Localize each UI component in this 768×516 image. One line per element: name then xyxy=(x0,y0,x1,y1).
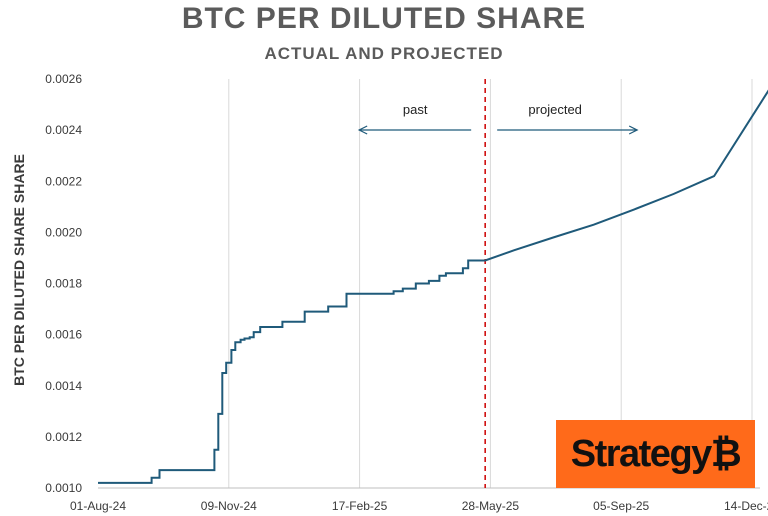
y-axis-ticks: 0.0010 0.0012 0.0014 0.0016 0.0018 0.0020 0.00… xyxy=(45,72,82,495)
strategy-logo: Strategy₿ xyxy=(556,420,755,488)
strategy-logo-text: Strategy₿ xyxy=(570,432,742,475)
y-tick-label: 0.0016 xyxy=(45,328,82,342)
y-tick-label: 0.0024 xyxy=(45,123,82,137)
past-label: past xyxy=(403,102,428,117)
projected-arrowhead xyxy=(628,125,639,135)
projected-label: projected xyxy=(528,102,581,117)
x-tick-label: 28-May-25 xyxy=(462,499,520,513)
x-tick-label: 09-Nov-24 xyxy=(201,499,257,513)
y-tick-label: 0.0018 xyxy=(45,277,82,291)
past-arrowhead xyxy=(357,125,368,135)
x-axis-ticks: 01-Aug-24 09-Nov-24 17-Feb-25 28-May-25 05-S… xyxy=(70,499,768,513)
x-tick-label: 01-Aug-24 xyxy=(70,499,126,513)
annotation-arrows xyxy=(357,125,639,135)
y-tick-label: 0.0020 xyxy=(45,225,82,239)
y-tick-label: 0.0014 xyxy=(45,379,82,393)
chart-subtitle: ACTUAL AND PROJECTED xyxy=(264,44,504,63)
gridlines xyxy=(228,79,753,488)
x-tick-label: 14-Dec-25 xyxy=(724,499,768,513)
y-tick-label: 0.0010 xyxy=(45,481,82,495)
bitcoin-icon: ₿ xyxy=(710,432,742,475)
y-tick-label: 0.0012 xyxy=(45,430,82,444)
x-tick-label: 05-Sep-25 xyxy=(593,499,649,513)
btc-per-share-series-line xyxy=(98,89,768,484)
chart-title: BTC PER DILUTED SHARE xyxy=(181,2,587,35)
y-axis-label: BTC PER DILUTED SHARE SHARE xyxy=(11,154,27,386)
x-tick-label: 17-Feb-25 xyxy=(332,499,388,513)
y-tick-label: 0.0026 xyxy=(45,72,82,86)
y-tick-label: 0.0022 xyxy=(45,174,82,188)
